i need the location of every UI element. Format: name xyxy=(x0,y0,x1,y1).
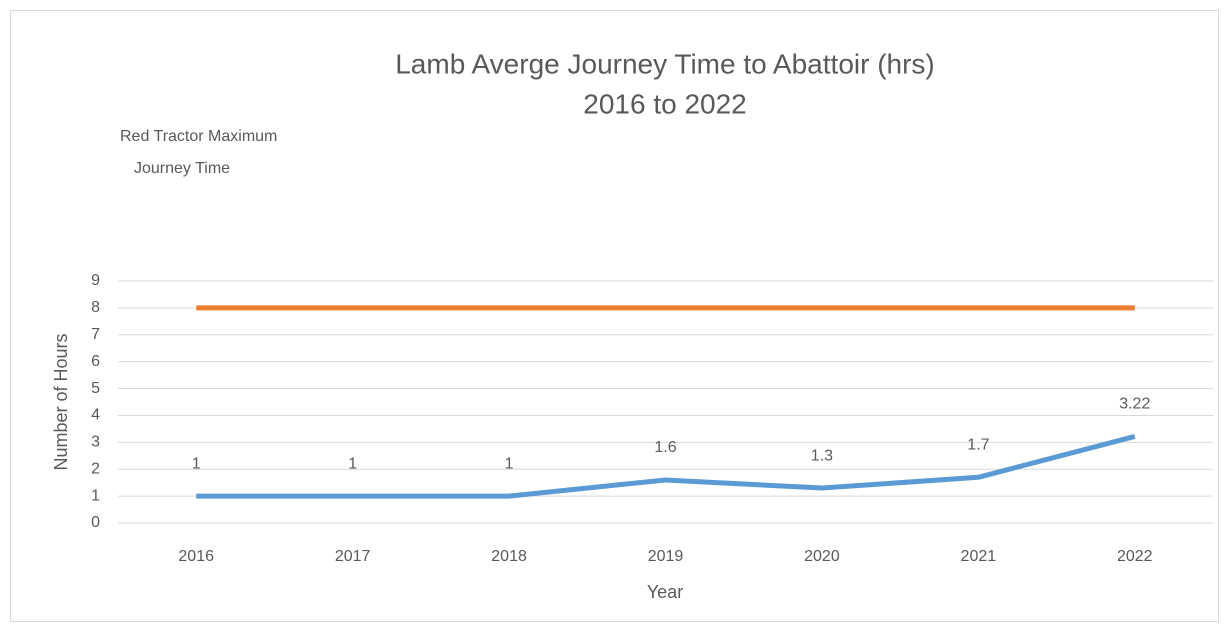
x-tick-label: 2019 xyxy=(648,548,684,565)
data-label: 3.22 xyxy=(1119,396,1150,413)
y-tick-label: 2 xyxy=(91,460,100,477)
chart-title: Lamb Averge Journey Time to Abattoir (hr… xyxy=(395,48,935,79)
x-tick-label: 2020 xyxy=(804,548,840,565)
data-label: 1 xyxy=(192,455,201,472)
data-label: 1 xyxy=(505,455,514,472)
y-tick-label: 3 xyxy=(91,434,100,451)
x-axis-title: Year xyxy=(647,582,683,602)
y-tick-label: 7 xyxy=(91,326,100,343)
data-label: 1.3 xyxy=(811,447,833,464)
x-tick-label: 2022 xyxy=(1117,548,1153,565)
y-tick-label: 1 xyxy=(91,487,100,504)
chart-subtitle: 2016 to 2022 xyxy=(583,88,747,119)
annotation: Red Tractor Maximum xyxy=(120,128,277,145)
data-label: 1.7 xyxy=(967,437,989,454)
y-tick-label: 5 xyxy=(91,380,100,397)
y-tick-label: 4 xyxy=(91,407,100,424)
x-tick-label: 2018 xyxy=(491,548,527,565)
x-tick-label: 2021 xyxy=(961,548,997,565)
annotation: Journey Time xyxy=(134,160,230,177)
y-tick-label: 0 xyxy=(91,514,100,531)
data-label: 1 xyxy=(348,455,357,472)
line-series xyxy=(196,433,1136,499)
y-tick-label: 8 xyxy=(91,299,100,316)
x-tick-label: 2017 xyxy=(335,548,371,565)
x-tick-label: 2016 xyxy=(178,548,214,565)
y-axis-title: Number of Hours xyxy=(51,333,71,470)
y-tick-label: 9 xyxy=(91,272,100,289)
chart-border xyxy=(10,10,1219,622)
data-label: 1.6 xyxy=(654,439,676,456)
y-tick-label: 6 xyxy=(91,353,100,370)
